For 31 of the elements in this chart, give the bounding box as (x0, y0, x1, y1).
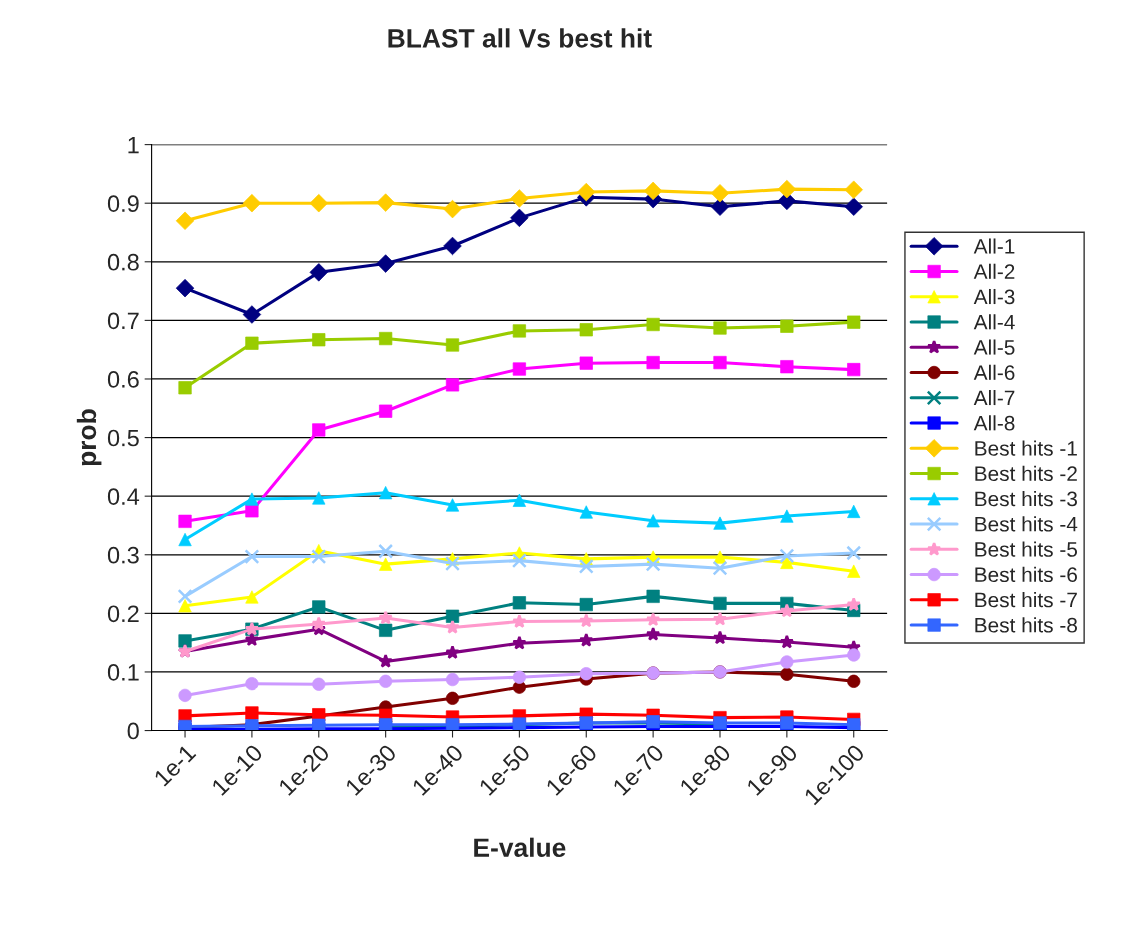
legend-label: Best hits -7 (975, 592, 1077, 608)
y-tick-label: 0.1 (107, 664, 139, 681)
legend-label: All-8 (973, 415, 1015, 431)
legend-label: Best hits -3 (975, 491, 1077, 507)
legend-label: All-2 (973, 263, 1015, 279)
legend-label: All-7 (973, 389, 1015, 406)
legend-label: All-1 (973, 238, 1015, 254)
legend-label: Best hits -8 (975, 617, 1077, 633)
legend-label: All-5 (973, 339, 1015, 355)
legend-label: Best hits -1 (975, 440, 1077, 456)
legend-label: All-3 (973, 288, 1015, 305)
chart-title: BLAST all Vs best hit (388, 28, 652, 48)
y-tick-label: 0.8 (107, 253, 139, 271)
legend-label: Best hits -5 (975, 541, 1078, 557)
y-tick-label: 0.2 (107, 605, 139, 623)
x-axis-title: E-value (474, 837, 566, 858)
legend-label: All-4 (973, 314, 1015, 330)
x-tick-label: 1e-1 (153, 743, 197, 787)
legend-label: Best hits -6 (975, 566, 1077, 583)
y-tick-label: 0.4 (107, 488, 140, 505)
y-tick-label: 0.6 (107, 371, 139, 388)
legend-label: Best hits -4 (975, 516, 1078, 532)
y-tick-label: 0.5 (107, 429, 139, 447)
y-tick-label: 1 (128, 136, 139, 154)
y-tick-label: 0.3 (107, 546, 139, 564)
legend-label: Best hits -2 (975, 465, 1077, 482)
y-tick-label: 0 (127, 722, 139, 740)
legend-label: All-6 (973, 364, 1015, 381)
y-tick-label: 0.9 (107, 195, 139, 212)
y-axis-title: prob (76, 409, 102, 466)
y-tick-label: 0.7 (107, 312, 139, 330)
